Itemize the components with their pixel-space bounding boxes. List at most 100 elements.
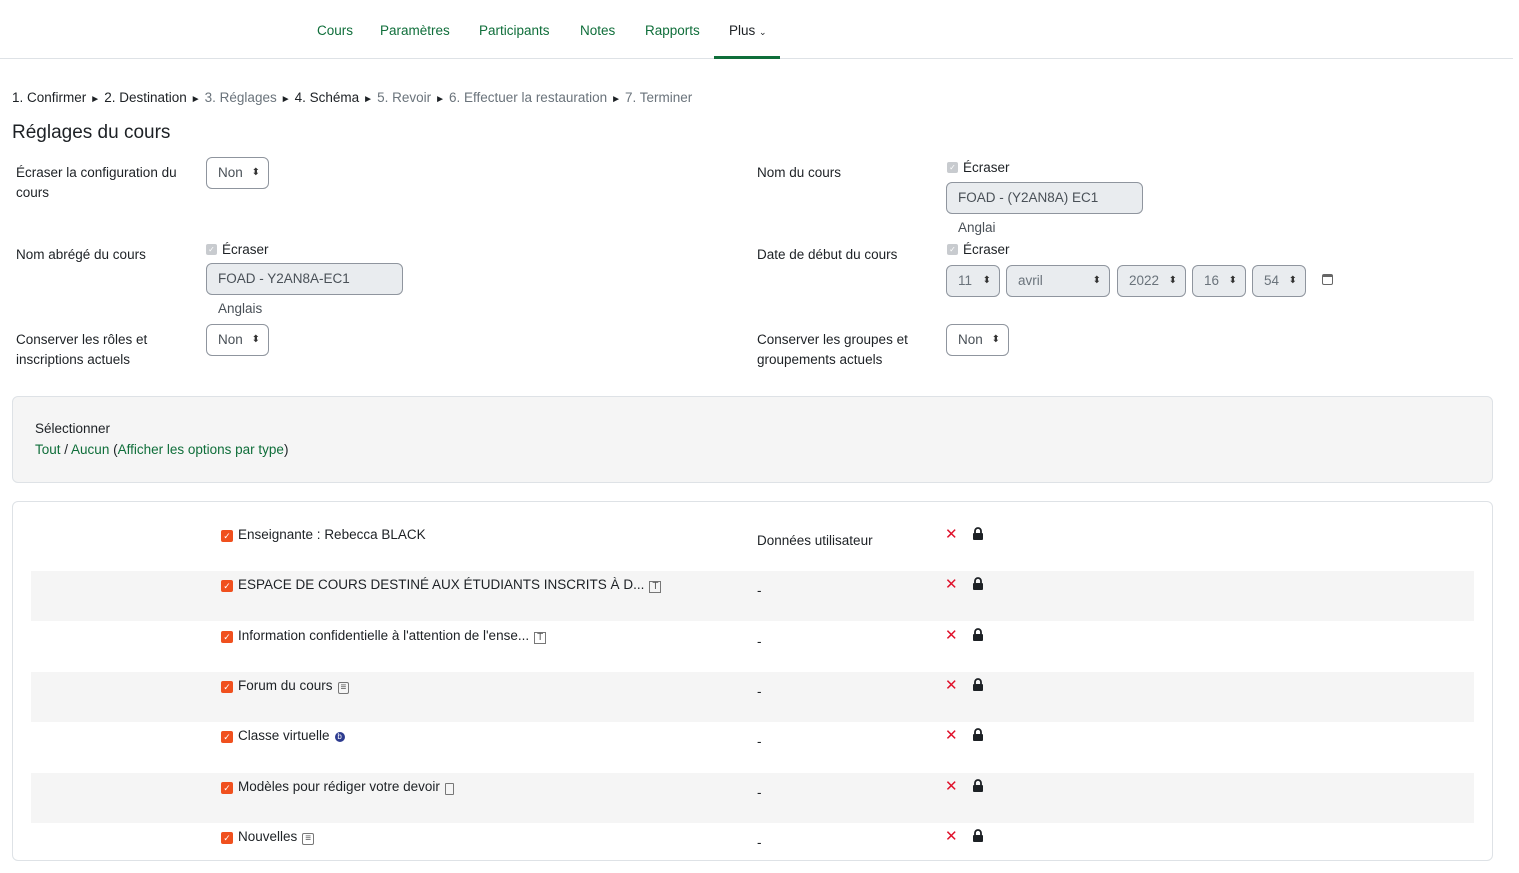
select-box: Sélectionner Tout / Aucun (Afficher les … bbox=[12, 396, 1493, 483]
item-label: Modèles pour rédiger votre devoir bbox=[238, 779, 454, 795]
show-type-options-link[interactable]: Afficher les options par type bbox=[117, 442, 284, 457]
nav-parametres[interactable]: Paramètres bbox=[380, 23, 450, 38]
overwrite-conf-label: Écraser la configuration du cours bbox=[16, 165, 177, 200]
item-type: - bbox=[757, 583, 762, 599]
select-all-link[interactable]: Tout bbox=[35, 442, 61, 457]
keep-roles-label: Conserver les rôles et inscriptions actu… bbox=[16, 332, 148, 367]
checkbox-checked-disabled: ✓ bbox=[206, 244, 217, 255]
start-date-overwrite[interactable]: ✓ Écraser bbox=[947, 242, 1010, 257]
excluded-x-icon: ✕ bbox=[945, 727, 958, 745]
minute-select[interactable]: 54 bbox=[1252, 265, 1306, 297]
nav-cours[interactable]: Cours bbox=[317, 23, 354, 38]
keep-roles-select[interactable]: Non bbox=[206, 324, 269, 356]
excluded-x-icon: ✕ bbox=[945, 526, 958, 543]
breadcrumb-separator: ► bbox=[280, 94, 291, 105]
list-item: ✓ Forum du cours ≡ - ✕ bbox=[31, 671, 1474, 722]
start-date-label: Date de début du cours bbox=[757, 247, 898, 262]
breadcrumb: 1. Confirmer ► 2. Destination ► 3. Réglages ►… bbox=[12, 90, 696, 105]
short-name-input[interactable]: FOAD - Y2AN8A-EC1 Anglais bbox=[206, 263, 403, 316]
select-links: Tout / Aucun (Afficher les options par t… bbox=[35, 442, 288, 457]
nav-rapports[interactable]: Rapports bbox=[645, 23, 700, 38]
include-checkbox[interactable]: ✓ bbox=[221, 731, 233, 744]
course-name-overwrite[interactable]: ✓ Écraser bbox=[947, 160, 1010, 175]
excluded-x-icon: ✕ bbox=[945, 827, 958, 845]
list-item: ✓ Modèles pour rédiger votre devoir - ✕ bbox=[31, 772, 1474, 823]
item-label-text: Classe virtuelle bbox=[238, 728, 330, 744]
item-label: Forum du cours ≡ bbox=[238, 677, 350, 694]
activity-list: ✓ Enseignante : Rebecca BLACK Données util… bbox=[12, 501, 1493, 861]
lock-icon bbox=[972, 778, 984, 795]
list-item: ✓ Information confidentielle à l'attentio… bbox=[31, 622, 1474, 672]
short-name-overwrite[interactable]: ✓ Écraser bbox=[206, 242, 269, 257]
item-label: Enseignante : Rebecca BLACK bbox=[238, 527, 426, 542]
breadcrumb-step: 7. Terminer bbox=[625, 90, 693, 105]
select-title: Sélectionner bbox=[35, 421, 111, 436]
short-name-label: Nom abrégé du cours bbox=[16, 247, 146, 262]
year-select[interactable]: 2022 bbox=[1117, 265, 1186, 297]
course-name-input[interactable]: FOAD - (Y2AN8A) EC1 Anglai bbox=[946, 182, 1143, 235]
include-checkbox[interactable]: ✓ bbox=[221, 630, 233, 643]
overwrite-label: Écraser bbox=[222, 242, 269, 257]
item-label-text: Nouvelles bbox=[238, 828, 298, 844]
active-tab-indicator bbox=[714, 56, 780, 59]
page-title: Réglages du cours bbox=[12, 122, 171, 143]
breadcrumb-step: 2. Destination bbox=[104, 90, 187, 105]
chevron-down-icon: ⌄ bbox=[759, 27, 767, 37]
include-checkbox[interactable]: ✓ bbox=[221, 680, 233, 693]
nav-plus[interactable]: Plus ⌄ bbox=[729, 23, 767, 38]
checkbox-checked-disabled: ✓ bbox=[947, 244, 958, 255]
lock-icon bbox=[972, 728, 984, 744]
forum-icon: ≡ bbox=[302, 832, 315, 845]
include-checkbox[interactable]: ✓ bbox=[221, 580, 233, 593]
hour-select[interactable]: 16 bbox=[1192, 265, 1246, 297]
include-checkbox[interactable]: ✓ bbox=[221, 831, 233, 844]
item-label-text: Enseignante : Rebecca BLACK bbox=[238, 527, 426, 542]
nav-notes[interactable]: Notes bbox=[580, 23, 616, 38]
item-type: Données utilisateur bbox=[757, 533, 873, 548]
excluded-x-icon: ✕ bbox=[945, 676, 958, 694]
paren: ( bbox=[109, 442, 118, 457]
breadcrumb-separator: ► bbox=[611, 94, 622, 105]
item-type: - bbox=[757, 834, 762, 850]
list-item: ✓ Classe virtuelle b - ✕ bbox=[31, 722, 1474, 772]
slash: / bbox=[60, 442, 72, 457]
label-icon: T bbox=[534, 631, 547, 644]
item-type: - bbox=[757, 784, 762, 800]
item-type: - bbox=[757, 633, 762, 649]
lock-icon bbox=[972, 627, 984, 644]
item-label: ESPACE DE COURS DESTINÉ AUX ÉTUDIANTS IN… bbox=[238, 577, 662, 594]
forum-icon: ≡ bbox=[337, 681, 350, 694]
list-item: ✓ Enseignante : Rebecca BLACK Données util… bbox=[31, 521, 1474, 571]
secondary-navigation: Cours Paramètres Participants Notes Rapp… bbox=[0, 0, 1513, 59]
item-label-text: Modèles pour rédiger votre devoir bbox=[238, 778, 440, 794]
keep-groups-label: Conserver les groupes et groupements act… bbox=[757, 332, 908, 367]
include-checkbox[interactable]: ✓ bbox=[221, 530, 233, 542]
lock-icon bbox=[972, 577, 984, 593]
overwrite-label: Écraser bbox=[963, 242, 1010, 257]
item-label: Nouvelles ≡ bbox=[238, 828, 315, 845]
item-label: Information confidentielle à l'attention… bbox=[238, 627, 547, 644]
excluded-x-icon: ✕ bbox=[945, 576, 958, 594]
folder-icon bbox=[444, 782, 454, 795]
keep-groups-select[interactable]: Non bbox=[946, 324, 1009, 356]
breadcrumb-separator: ► bbox=[190, 94, 201, 105]
month-select[interactable]: avril bbox=[1006, 265, 1110, 297]
include-checkbox[interactable]: ✓ bbox=[221, 781, 233, 794]
nav-participants[interactable]: Participants bbox=[479, 23, 550, 38]
item-label-text: Information confidentielle à l'attention… bbox=[238, 627, 530, 643]
calendar-icon[interactable] bbox=[1322, 274, 1333, 285]
breadcrumb-separator: ► bbox=[363, 94, 374, 105]
breadcrumb-separator: ► bbox=[435, 94, 446, 105]
overwrite-label: Écraser bbox=[963, 160, 1010, 175]
breadcrumb-step: 5. Revoir bbox=[377, 90, 432, 105]
breadcrumb-step: 6. Effectuer la restauration bbox=[449, 90, 608, 105]
select-none-link[interactable]: Aucun bbox=[71, 442, 110, 457]
checkbox-checked-disabled: ✓ bbox=[947, 162, 958, 173]
list-item: ✓ ESPACE DE COURS DESTINÉ AUX ÉTUDIANTS I… bbox=[31, 571, 1474, 622]
item-label-text: Forum du cours bbox=[238, 677, 333, 693]
overwrite-conf-select[interactable]: Non bbox=[206, 157, 269, 189]
day-select[interactable]: 11 bbox=[946, 265, 1000, 297]
nav-plus-label: Plus bbox=[729, 23, 756, 38]
excluded-x-icon: ✕ bbox=[945, 626, 958, 644]
paren: ) bbox=[283, 442, 289, 457]
